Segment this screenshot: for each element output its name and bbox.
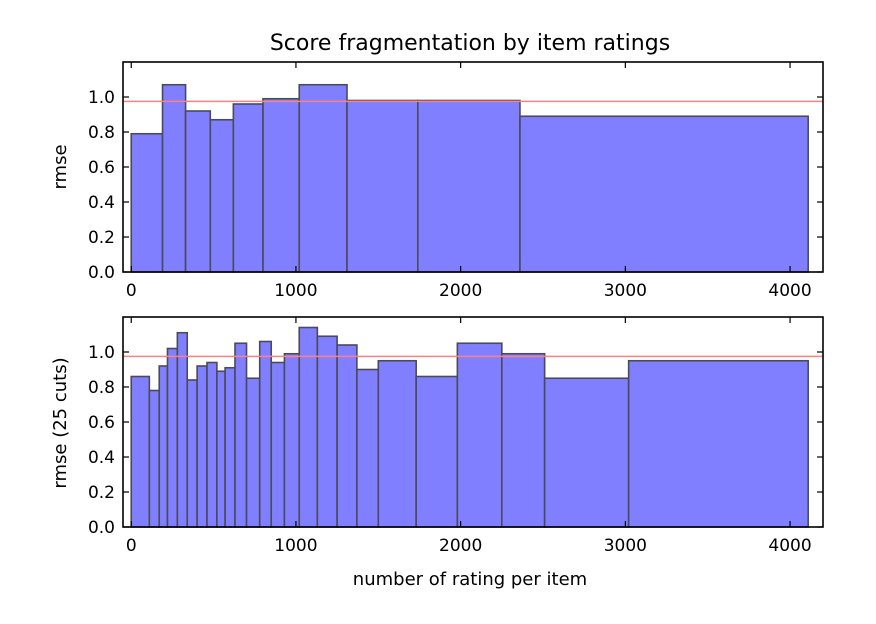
top-x-tick-label-2: 2000	[439, 281, 482, 301]
bottom-x-tick-label-0: 0	[126, 536, 137, 556]
top-y-axis-label: rmse	[50, 144, 71, 189]
bottom-y-axis-label: rmse (25 cuts)	[50, 357, 71, 488]
bottom-bar-17	[336, 344, 358, 528]
bottom-bar-16	[316, 335, 338, 528]
bottom-plot-area: 0 1000 2000 3000 4000 0.0 0.2 0.4 0.6 0.8 1.0	[88, 316, 824, 556]
top-x-tick-label-1: 1000	[274, 281, 317, 301]
top-y-tick-label-5: 1.0	[88, 88, 115, 108]
bottom-bar-6	[196, 365, 208, 528]
bottom-y-tick-label-5: 1.0	[88, 343, 115, 363]
bottom-x-tick-label-4: 4000	[768, 536, 811, 556]
bottom-bar-19	[377, 359, 417, 528]
bottom-bar-15	[298, 326, 319, 528]
top-bar-2	[184, 110, 212, 273]
bottom-x-tick-label-1: 1000	[274, 536, 317, 556]
top-bar-1	[161, 83, 187, 273]
top-bar-6	[298, 83, 348, 273]
bottom-bar-13	[270, 361, 286, 528]
bottom-bar-4	[176, 331, 189, 528]
bottom-bar-14	[283, 352, 301, 528]
bottom-bar-22	[501, 352, 546, 528]
chart-title: Score fragmentation by item ratings	[270, 31, 670, 56]
bottom-bar-18	[356, 368, 380, 528]
bottom-bar-12	[258, 340, 273, 528]
bottom-bar-0	[130, 375, 151, 528]
top-plot-area: 0 1000 2000 3000 4000 0.0 0.2 0.4 0.6 0.8 1.0	[88, 61, 824, 301]
x-axis-label: number of rating per item	[353, 569, 587, 590]
bottom-y-tick-label-3: 0.6	[88, 413, 115, 433]
top-bar-4	[232, 103, 264, 273]
top-y-tick-label-1: 0.2	[88, 228, 115, 248]
top-y-tick-label-3: 0.6	[88, 158, 115, 178]
bottom-bar-2	[158, 365, 169, 528]
bottom-y-tick-label-1: 0.2	[88, 483, 115, 503]
bottom-bar-8	[216, 370, 226, 528]
top-y-tick-label-4: 0.8	[88, 123, 115, 143]
bottom-bar-7	[206, 361, 218, 528]
top-bar-9	[519, 115, 809, 273]
top-bar-3	[209, 118, 235, 273]
top-x-tick-label-4: 4000	[768, 281, 811, 301]
top-y-tick-label-2: 0.4	[88, 193, 115, 213]
top-x-tick-label-0: 0	[126, 281, 137, 301]
bottom-bar-24	[627, 359, 809, 528]
top-y-tick-label-0: 0.0	[88, 263, 115, 283]
bottom-bar-20	[415, 375, 459, 528]
bottom-x-tick-label-2: 2000	[439, 536, 482, 556]
top-x-tick-label-3: 3000	[604, 281, 647, 301]
bottom-bar-5	[186, 379, 198, 528]
top-bar-7	[346, 99, 419, 273]
bottom-y-tick-label-0: 0.0	[88, 518, 115, 538]
bottom-bar-10	[234, 342, 248, 528]
bottom-bar-21	[456, 342, 503, 528]
top-bar-8	[417, 99, 521, 273]
bottom-bar-3	[166, 347, 179, 528]
bottom-bar-23	[543, 377, 630, 528]
bottom-y-tick-label-4: 0.8	[88, 378, 115, 398]
bottom-bar-11	[245, 377, 261, 528]
bottom-y-tick-label-2: 0.4	[88, 448, 115, 468]
top-bar-5	[262, 97, 301, 273]
top-bar-0	[130, 132, 164, 273]
bottom-bar-9	[224, 366, 236, 528]
bottom-bar-1	[148, 389, 161, 528]
bottom-x-tick-label-3: 3000	[604, 536, 647, 556]
